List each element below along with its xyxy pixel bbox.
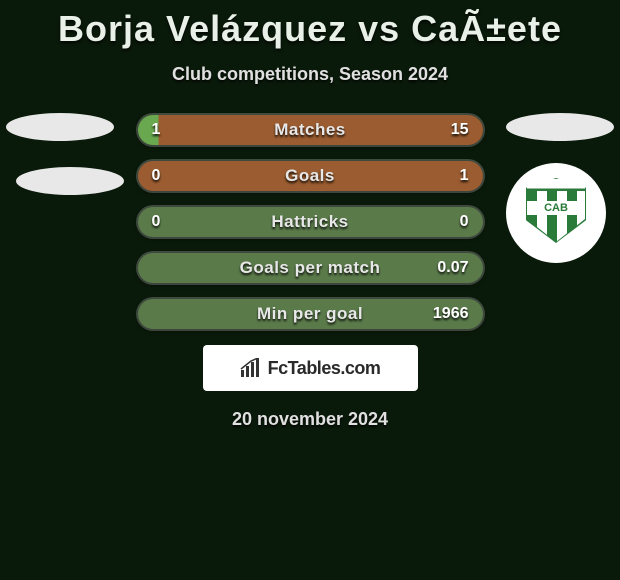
stat-label: Matches [138,120,483,140]
team-shield: ★ CAB [526,178,586,248]
shield-stripes [527,191,585,242]
stat-row: Min per goal1966 [138,299,483,329]
comparison-title: Borja Velázquez vs CaÃ±ete [0,0,620,50]
stat-right-value: 0.07 [437,259,468,277]
branding-badge: FcTables.com [203,345,418,391]
shield-shape: CAB [526,178,586,243]
stat-right-value: 1966 [433,305,469,323]
stat-label: Goals per match [138,258,483,278]
stat-row: 0Goals1 [138,161,483,191]
stats-container: 1Matches150Goals10Hattricks0Goals per ma… [138,115,483,329]
stat-right-value: 1 [460,167,469,185]
stat-left-value: 0 [152,213,161,231]
stat-row: Goals per match0.07 [138,253,483,283]
footer-date: 20 november 2024 [10,409,610,430]
stat-row: 1Matches15 [138,115,483,145]
stat-row: 0Hattricks0 [138,207,483,237]
content-area: ★ CAB 1Matches150Goals10Hattricks0Goals … [0,115,620,430]
stat-left-value: 1 [152,121,161,139]
team-logo: ★ CAB [506,163,606,263]
stat-right-value: 0 [460,213,469,231]
player1-placeholder-bottom [16,167,124,195]
comparison-subtitle: Club competitions, Season 2024 [0,64,620,85]
stat-left-value: 0 [152,167,161,185]
stat-right-value: 15 [451,121,469,139]
player2-placeholder-top [506,113,614,141]
stat-label: Min per goal [138,304,483,324]
player1-placeholder-top [6,113,114,141]
branding-text: FcTables.com [268,358,381,379]
stat-label: Goals [138,166,483,186]
stat-label: Hattricks [138,212,483,232]
chart-icon [240,358,262,378]
shield-label: CAB [527,201,585,215]
